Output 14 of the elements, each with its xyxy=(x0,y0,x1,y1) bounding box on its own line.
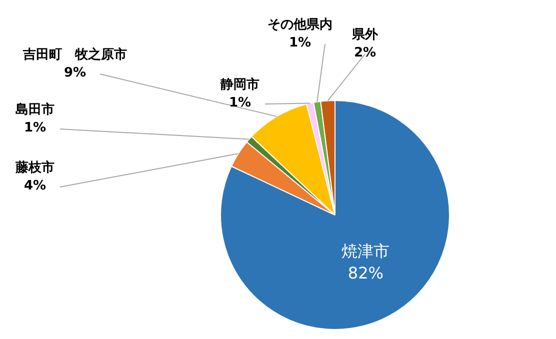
slice-label: 焼津市 xyxy=(342,241,390,260)
data-label: 9% xyxy=(64,65,86,80)
data-label: 1% xyxy=(288,35,312,50)
data-label: 1% xyxy=(24,120,46,136)
data-label: 4% xyxy=(24,178,46,194)
slice-label: 吉田町 牧之原市 xyxy=(22,46,127,62)
slice-label: その他県内 xyxy=(268,17,332,32)
slice-label: 県外 xyxy=(351,27,379,42)
slice-label: 藤枝市 xyxy=(14,159,54,176)
slice-label: 島田市 xyxy=(16,101,54,118)
data-label: 1% xyxy=(228,95,252,110)
slice-label: 静岡市 xyxy=(220,76,260,92)
data-label: 2% xyxy=(354,45,376,60)
data-label: 82% xyxy=(348,263,384,282)
